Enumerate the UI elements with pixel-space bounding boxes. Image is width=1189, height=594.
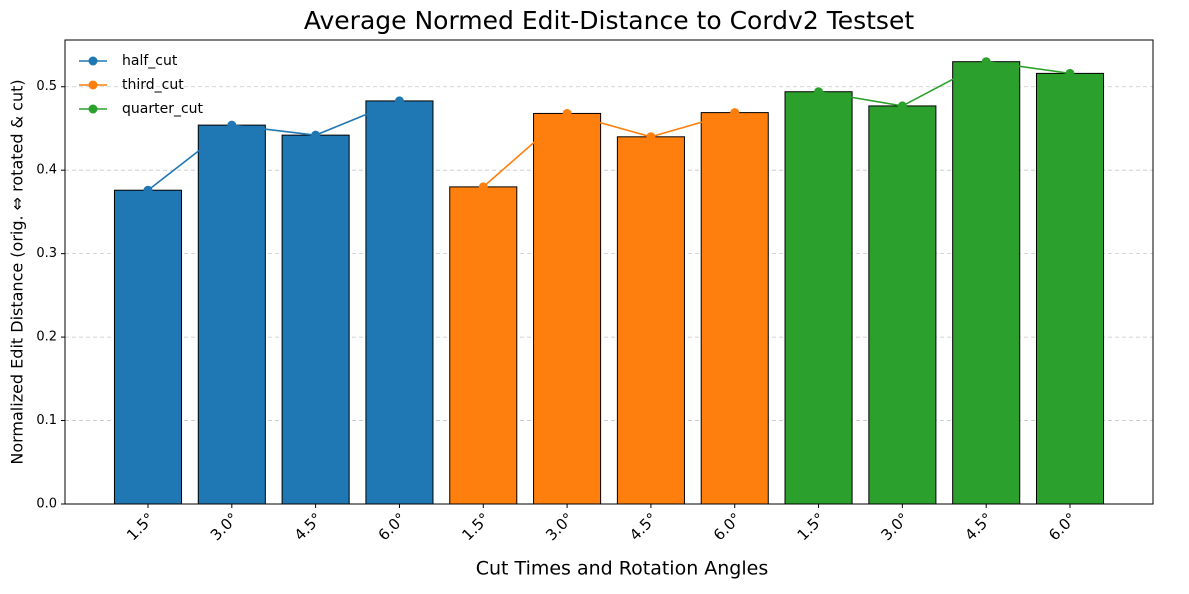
point	[1065, 68, 1075, 78]
x-tick-label: 3.0°	[542, 509, 577, 544]
y-tick-label: 0.1	[36, 413, 57, 428]
y-tick-label: 0.0	[36, 497, 57, 512]
bar	[113, 189, 183, 505]
chart-title: Average Normed Edit-Distance to Cordv2 T…	[304, 6, 914, 35]
point	[562, 108, 572, 118]
y-tick-label: 0.5	[36, 79, 57, 94]
y-tick-label: 0.4	[36, 163, 57, 178]
point	[311, 130, 321, 140]
point	[227, 120, 237, 130]
point	[478, 182, 488, 192]
series-line	[147, 100, 400, 191]
x-axis-label: Cut Times and Rotation Angles	[476, 558, 769, 580]
bar	[784, 91, 853, 505]
bar	[952, 61, 1021, 505]
point	[981, 57, 991, 67]
bar	[616, 136, 685, 505]
legend-marker	[88, 104, 98, 114]
point	[814, 87, 824, 97]
legend-label: quarter_cut	[122, 101, 204, 117]
legend-marker	[88, 80, 98, 90]
bar	[365, 100, 434, 505]
series-line	[482, 111, 735, 188]
legend-label: half_cut	[122, 53, 178, 69]
plot-frame	[64, 39, 1154, 505]
series-line	[818, 60, 1071, 107]
point	[394, 96, 404, 106]
bar	[281, 134, 350, 505]
x-tick-label: 1.5°	[458, 509, 493, 544]
legend: half_cut third_cut quarter_cut	[79, 53, 204, 117]
point	[143, 185, 153, 195]
bar	[533, 112, 602, 505]
x-tick-label: 1.5°	[123, 509, 158, 544]
x-tick-label: 4.5°	[291, 509, 326, 544]
point	[730, 108, 740, 118]
point	[646, 132, 656, 142]
bar	[449, 186, 518, 505]
bar	[700, 112, 769, 505]
y-tick-label: 0.2	[36, 330, 57, 345]
bar	[868, 105, 937, 505]
point	[897, 101, 907, 111]
x-tick-label: 4.5°	[626, 509, 661, 544]
legend-marker	[88, 56, 98, 66]
x-tick-label: 3.0°	[207, 509, 242, 544]
x-tick-label: 4.5°	[961, 509, 996, 544]
x-tick-label: 6.0°	[710, 509, 745, 544]
x-tick-label: 3.0°	[877, 509, 912, 544]
y-tick-label: 0.3	[36, 246, 57, 261]
y-axis-label: Normalized Edit Distance (orig. ⇔ rotate…	[8, 79, 27, 464]
x-tick-label: 1.5°	[794, 509, 829, 544]
bar	[1035, 72, 1105, 505]
x-tick-label: 6.0°	[375, 509, 410, 544]
legend-label: third_cut	[122, 77, 184, 93]
x-tick-label: 6.0°	[1045, 509, 1080, 544]
bar	[197, 124, 266, 505]
